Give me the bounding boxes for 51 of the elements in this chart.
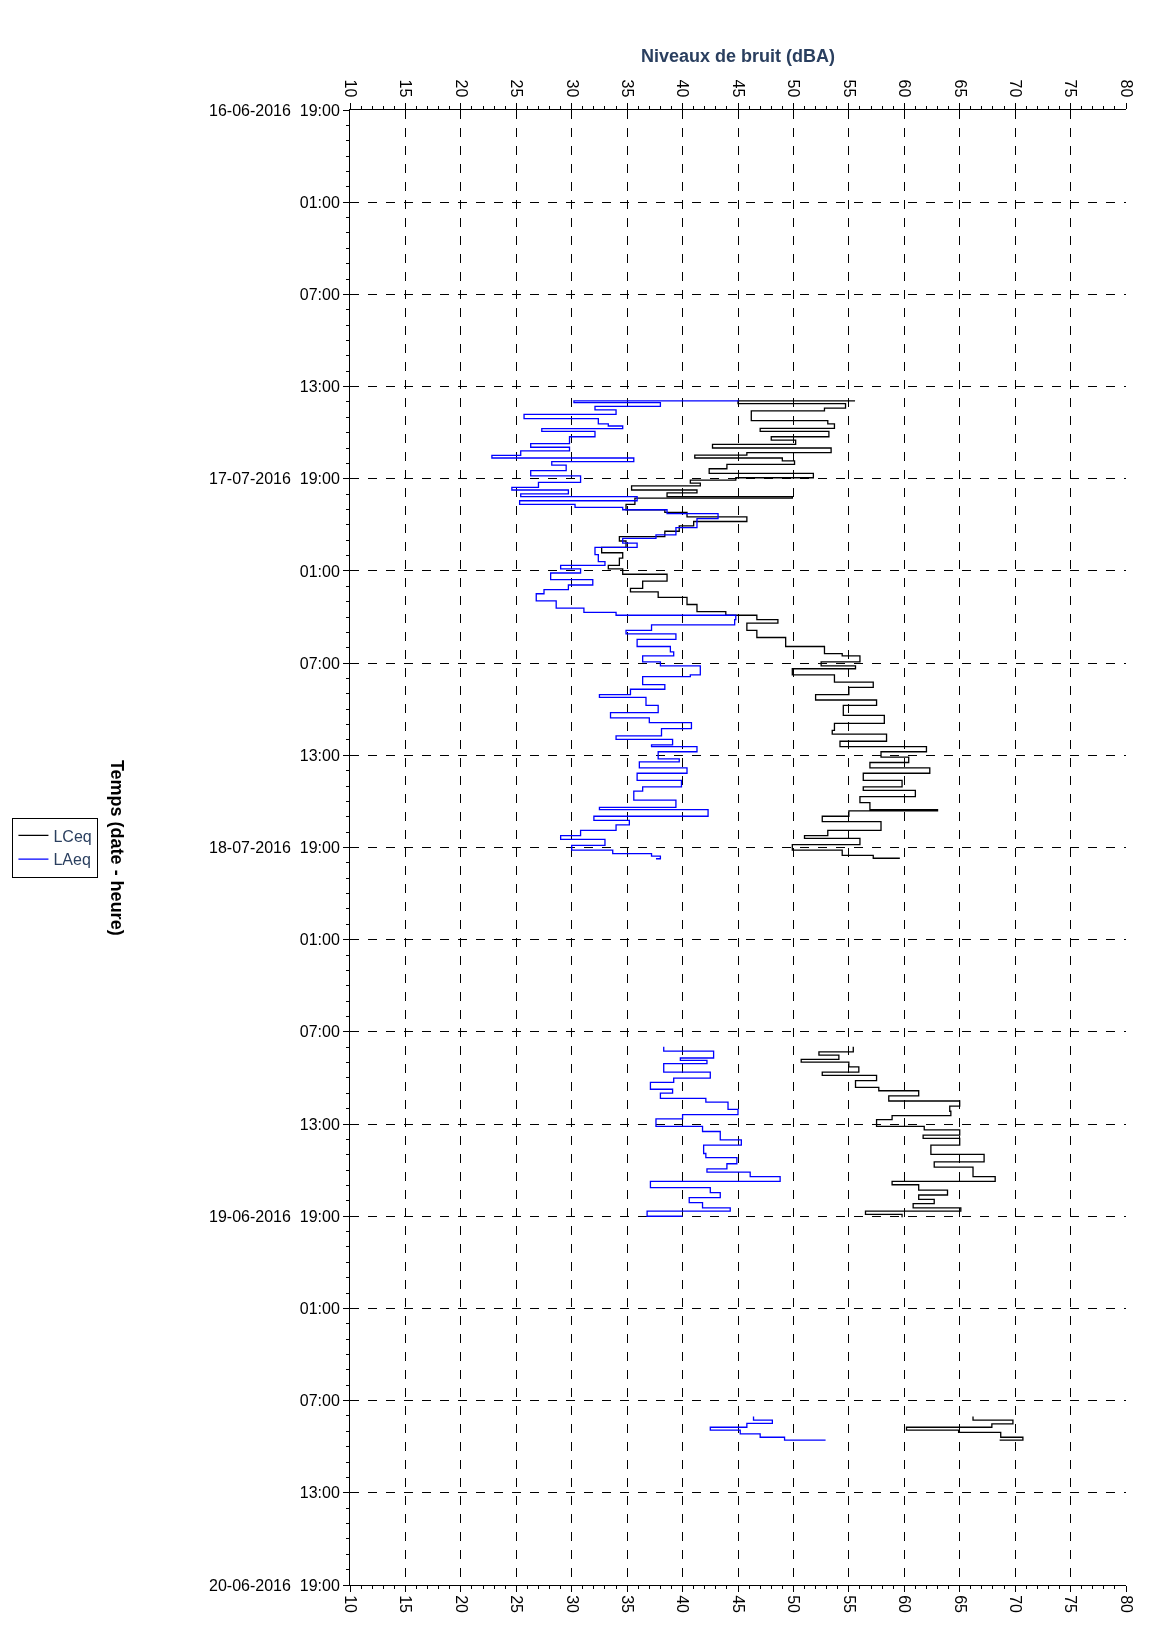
y-tick-label: 07:00 bbox=[299, 1023, 340, 1041]
x2-tick-label: 80 bbox=[1117, 79, 1135, 98]
x2-tick-label: 55 bbox=[840, 79, 858, 98]
x2-tick-label: 15 bbox=[397, 79, 415, 98]
x-tick-label: 75 bbox=[1062, 1595, 1080, 1614]
x2-tick-label: 10 bbox=[341, 79, 359, 98]
y-tick-label: 13:00 bbox=[299, 378, 340, 396]
y-tick-label: 01:00 bbox=[299, 1300, 340, 1318]
x-tick-label: 25 bbox=[508, 1595, 526, 1614]
y-tick-label: 19-06-2016 19:00 bbox=[209, 1207, 340, 1225]
x-tick-label: 45 bbox=[729, 1595, 747, 1614]
x-tick-label: 60 bbox=[896, 1595, 914, 1614]
x2-tick-label: 75 bbox=[1062, 79, 1080, 98]
x2-tick-label: 65 bbox=[951, 79, 969, 98]
y-tick-label: 13:00 bbox=[299, 1115, 340, 1133]
y-tick-label: 01:00 bbox=[299, 931, 340, 949]
x-tick-label: 40 bbox=[674, 1595, 692, 1614]
y-tick-label: 17-07-2016 19:00 bbox=[209, 470, 340, 488]
x-tick-label: 80 bbox=[1117, 1595, 1135, 1614]
y-tick-label: 07:00 bbox=[299, 1392, 340, 1410]
y-tick-label: 16-06-2016 19:00 bbox=[209, 101, 340, 119]
y-tick-label: 01:00 bbox=[299, 193, 340, 211]
y-tick-label: 07:00 bbox=[299, 654, 340, 672]
x-tick-label: 55 bbox=[840, 1595, 858, 1614]
x-tick-label: 65 bbox=[951, 1595, 969, 1614]
x-tick-label: 20 bbox=[452, 1595, 470, 1614]
y-tick-label: 01:00 bbox=[299, 562, 340, 580]
x-tick-label: 10 bbox=[341, 1595, 359, 1614]
x-tick-label: 15 bbox=[397, 1595, 415, 1614]
legend-label: LAeq bbox=[53, 851, 91, 869]
x-tick-label: 70 bbox=[1006, 1595, 1024, 1614]
x2-tick-label: 25 bbox=[508, 79, 526, 98]
y-axis-title: Temps (date - heure) bbox=[107, 759, 128, 936]
x2-tick-label: 50 bbox=[785, 79, 803, 98]
x2-tick-label: 40 bbox=[674, 79, 692, 98]
y-tick-label: 18-07-2016 19:00 bbox=[209, 839, 340, 857]
legend-label: LCeq bbox=[53, 827, 92, 845]
x2-tick-label: 60 bbox=[896, 79, 914, 98]
x2-tick-label: 20 bbox=[452, 79, 470, 98]
y-tick-label: 07:00 bbox=[299, 285, 340, 303]
x-tick-label: 30 bbox=[563, 1595, 581, 1614]
y-tick-label: 20-06-2016 19:00 bbox=[209, 1576, 340, 1594]
y-tick-label: 13:00 bbox=[299, 1484, 340, 1502]
y-tick-label: 13:00 bbox=[299, 746, 340, 764]
x2-tick-label: 30 bbox=[563, 79, 581, 98]
x-tick-label: 35 bbox=[618, 1595, 636, 1614]
x2-axis-title: Niveaux de bruit (dBA) bbox=[640, 45, 836, 66]
x-tick-label: 50 bbox=[785, 1595, 803, 1614]
x2-tick-label: 35 bbox=[618, 79, 636, 98]
x2-tick-label: 70 bbox=[1006, 79, 1024, 98]
x2-tick-label: 45 bbox=[729, 79, 747, 98]
